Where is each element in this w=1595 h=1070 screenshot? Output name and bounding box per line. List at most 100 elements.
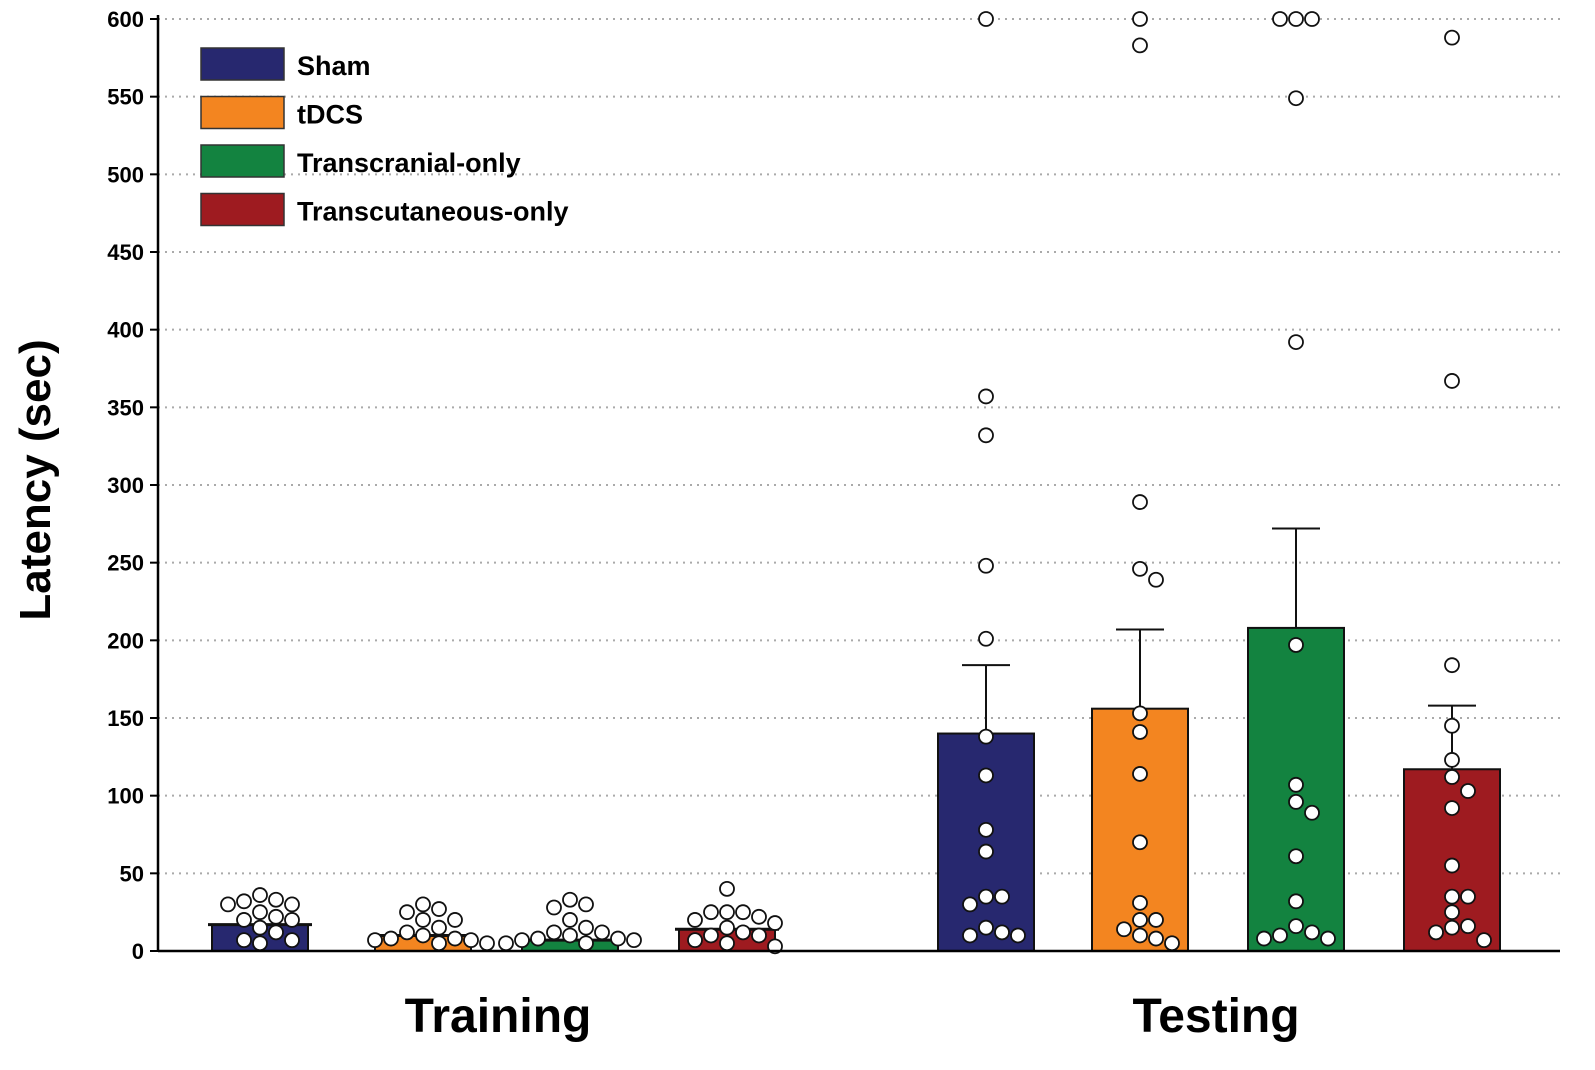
data-point bbox=[1444, 888, 1460, 905]
data-point bbox=[978, 427, 994, 444]
gridlines bbox=[158, 18, 1560, 875]
y-tick-label: 0 bbox=[132, 939, 144, 964]
data-point bbox=[415, 896, 431, 913]
data-point bbox=[284, 896, 300, 913]
data-point bbox=[1132, 494, 1148, 510]
data-point bbox=[1460, 783, 1476, 799]
data-point bbox=[284, 912, 300, 928]
data-point bbox=[252, 919, 268, 936]
data-point bbox=[594, 924, 610, 941]
data-point bbox=[1304, 804, 1320, 821]
data-point bbox=[978, 630, 994, 647]
data-point bbox=[268, 908, 284, 925]
data-point bbox=[610, 930, 626, 947]
legend-swatch bbox=[200, 95, 285, 130]
data-point bbox=[1288, 11, 1304, 27]
data-point bbox=[479, 935, 495, 952]
data-point bbox=[1428, 924, 1444, 941]
data-point bbox=[751, 927, 767, 944]
y-tick-label: 50 bbox=[120, 861, 144, 886]
data-point bbox=[562, 912, 578, 928]
legend-label: Transcranial-only bbox=[297, 148, 521, 178]
data-point bbox=[1444, 904, 1460, 921]
data-point bbox=[1164, 935, 1180, 952]
legend-swatch bbox=[200, 192, 285, 227]
y-tick-label: 200 bbox=[107, 628, 144, 653]
data-point bbox=[578, 935, 594, 952]
data-point bbox=[1116, 921, 1132, 938]
data-point bbox=[1288, 893, 1304, 910]
data-point bbox=[1444, 857, 1460, 874]
y-tick-label: 100 bbox=[107, 784, 144, 809]
data-point bbox=[562, 891, 578, 908]
data-point bbox=[1444, 800, 1460, 816]
x-category-label: Testing bbox=[1132, 990, 1299, 1043]
data-point bbox=[447, 912, 463, 928]
legend-label: Sham bbox=[297, 51, 371, 81]
data-point bbox=[268, 891, 284, 908]
data-point bbox=[562, 927, 578, 944]
data-point bbox=[978, 919, 994, 936]
data-point bbox=[498, 935, 514, 952]
data-point bbox=[252, 904, 268, 921]
data-point bbox=[994, 924, 1010, 941]
data-point bbox=[383, 930, 399, 947]
data-point bbox=[546, 924, 562, 941]
bars bbox=[208, 527, 1501, 953]
data-point bbox=[431, 901, 447, 917]
data-point bbox=[1288, 918, 1304, 935]
data-point bbox=[399, 924, 415, 941]
data-point bbox=[1444, 373, 1460, 389]
data-point bbox=[719, 904, 735, 921]
data-point bbox=[719, 935, 735, 952]
data-point bbox=[1288, 848, 1304, 865]
data-point bbox=[546, 899, 562, 916]
data-point bbox=[1132, 834, 1148, 851]
data-point bbox=[687, 912, 703, 928]
data-point bbox=[1132, 560, 1148, 577]
data-point bbox=[236, 893, 252, 910]
data-point bbox=[431, 935, 447, 952]
data-point bbox=[1148, 912, 1164, 928]
data-point bbox=[978, 888, 994, 905]
y-tick-label: 150 bbox=[107, 706, 144, 731]
legend-label: Transcutaneous-only bbox=[297, 197, 569, 227]
data-point bbox=[447, 930, 463, 947]
data-point bbox=[1444, 752, 1460, 768]
x-category-label: Training bbox=[405, 990, 592, 1043]
data-point bbox=[1444, 717, 1460, 734]
legend-swatch bbox=[200, 47, 285, 81]
data-point bbox=[415, 912, 431, 928]
data-point bbox=[735, 924, 751, 941]
y-tick-label: 350 bbox=[107, 395, 144, 420]
data-point bbox=[1444, 769, 1460, 785]
data-point bbox=[1288, 793, 1304, 810]
data-point bbox=[962, 896, 978, 913]
data-point bbox=[1272, 927, 1288, 944]
data-point bbox=[1132, 766, 1148, 782]
y-axis-label: Latency (sec) bbox=[11, 339, 60, 620]
y-tick-label: 600 bbox=[107, 7, 144, 32]
data-point bbox=[735, 904, 751, 921]
data-point bbox=[978, 767, 994, 784]
data-point bbox=[268, 924, 284, 941]
data-point bbox=[578, 919, 594, 936]
data-point bbox=[514, 932, 530, 949]
y-tick-label: 250 bbox=[107, 551, 144, 576]
axes: 0 50 100 150 200 250 300 350 400 450 500 550 600 Trai… bbox=[107, 7, 1560, 1043]
data-point bbox=[1288, 334, 1304, 350]
data-point bbox=[530, 930, 546, 947]
data-point bbox=[978, 843, 994, 860]
data-point bbox=[1132, 705, 1148, 722]
data-point bbox=[236, 932, 252, 949]
data-point bbox=[1272, 11, 1288, 27]
data-point bbox=[431, 919, 447, 936]
data-point bbox=[703, 904, 719, 921]
data-point bbox=[978, 388, 994, 405]
data-point bbox=[687, 932, 703, 949]
data-point bbox=[962, 927, 978, 944]
data-point bbox=[578, 896, 594, 913]
data-point bbox=[978, 557, 994, 574]
data-point bbox=[1444, 29, 1460, 46]
data-point bbox=[1460, 888, 1476, 905]
